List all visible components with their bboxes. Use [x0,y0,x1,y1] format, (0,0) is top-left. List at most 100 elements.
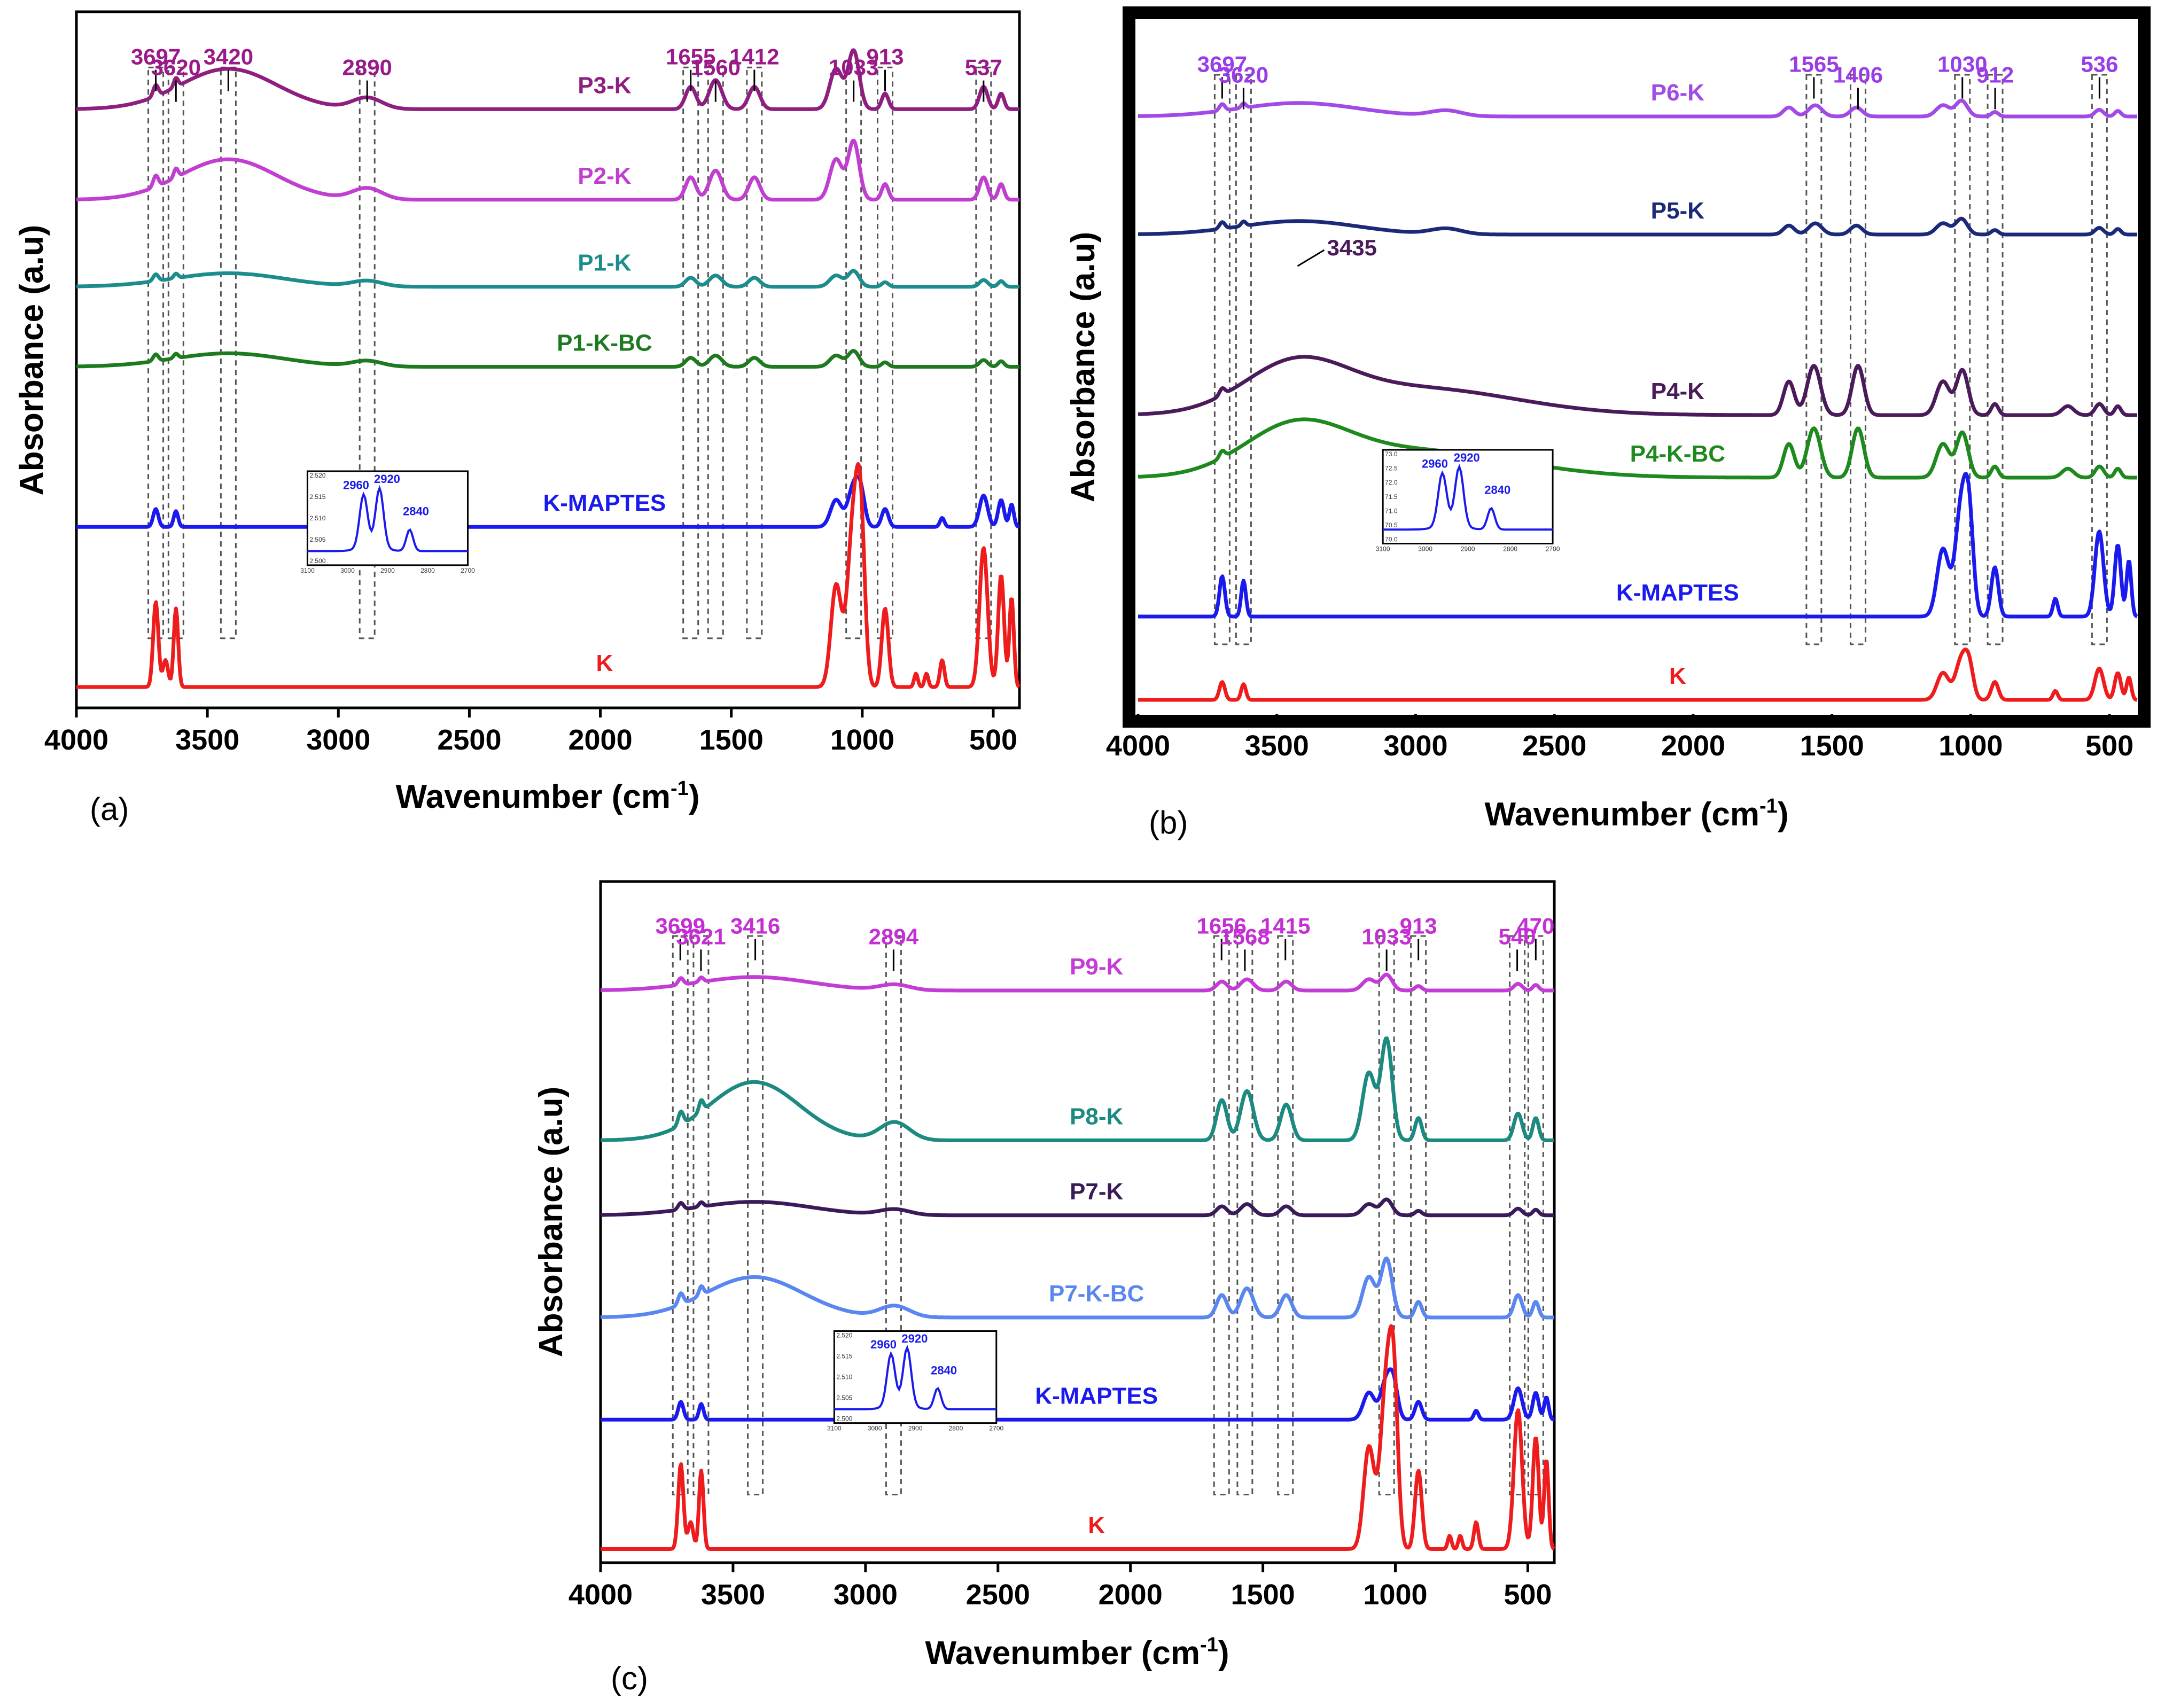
series-label: K [1088,1512,1105,1539]
panel-2-xtick-label: 2000 [1099,1579,1163,1611]
peak-label-3699: 3699 [656,913,705,938]
inset-spectrum-line [307,485,468,552]
peak-label-1033: 1033 [829,55,878,80]
peak-guide-1406 [1849,74,1866,645]
peak-guide-1030 [1954,74,1971,645]
peak-guide-2894 [885,935,902,1495]
inset-peak-label: 2920 [374,472,400,486]
inset-ytick-label: 2.500 [309,557,325,565]
peak-label-3420: 3420 [204,44,253,69]
panel-b-ylabel: Absorbance (a.u) [1065,232,1102,502]
peak-label-536: 536 [2081,52,2118,77]
panel-1-xtick-label: 2500 [1522,730,1586,762]
inset-xtick-label: 2800 [1503,545,1517,553]
series-p4-k-line [1137,355,2138,417]
series-label: K-MAPTES [1616,580,1739,606]
panel-0-xtick-label: 1000 [830,724,894,756]
peak-label-1656: 1656 [1197,913,1247,938]
inset-xtick-label: 2700 [461,567,475,574]
panel-2-xtick-label: 3500 [701,1579,765,1611]
series-p7-k-line [599,1197,1555,1218]
peak-guide-3699 [672,935,689,1495]
inset-ytick-label: 70.5 [1385,521,1398,529]
panel-c: 4000 3500 3000 2500 2000 1500 1000 500 P9-K P8-K P… [533,880,1556,1696]
panel-1-xtick-label: 3000 [1383,730,1447,762]
peak-guide-1655 [682,66,699,639]
peak-guide-1565 [1805,74,1823,645]
panel-a: 4000 3500 3000 2500 2000 1500 1000 500 P3-K P2-K P… [13,10,1021,827]
peak-label-3620: 3620 [1219,63,1268,88]
series-p1-k-line [75,269,1021,289]
panel-0-xtick-label: 500 [969,724,1017,756]
series-label: K [596,650,613,676]
inset-box [833,1330,998,1424]
peak-label-3416: 3416 [730,913,780,938]
peak-guide-3697 [1213,74,1231,645]
panel-2-xtick-label: 3000 [834,1579,898,1611]
inset-ytick-label: 72.5 [1385,465,1398,472]
peak-label-3435: 3435 [1327,235,1376,260]
series-p7-k-bc-line [599,1257,1555,1320]
panel-0-xtick-label: 3000 [306,724,370,756]
peak-guide-3416 [747,935,764,1495]
inset-xtick-label: 2700 [1546,545,1560,553]
peak-guide-1033 [845,66,862,639]
peak-guide-1412 [746,66,763,639]
panel-2-xtick-label: 1500 [1231,1579,1295,1611]
inset-ytick-label: 71.5 [1385,493,1398,501]
peak-label-1033: 1033 [1361,924,1411,949]
inset-xtick-label: 2800 [421,567,435,574]
inset-ytick-label: 71.0 [1385,507,1398,514]
panel-0-xtick-label: 4000 [44,724,108,756]
panel-1-xtick-label: 3500 [1245,730,1309,762]
peak-label-1568: 1568 [1220,924,1270,949]
series-label: P8-K [1070,1104,1123,1130]
panel-1-xtick-label: 4000 [1106,730,1170,762]
series-p9-k-line [599,972,1555,993]
series-k-line [599,1324,1555,1551]
peak-label-540: 540 [1499,924,1536,949]
series-label: P6-K [1651,80,1704,106]
peak-label-3620: 3620 [151,55,201,80]
peak-guide-3697 [147,66,165,639]
inset-xtick-label: 2900 [908,1425,923,1432]
series-label: P4-K [1651,378,1704,404]
panel-2-xtick-label: 4000 [569,1579,633,1611]
panel-1-xtick-label: 2000 [1661,730,1725,762]
panel-c-label: (c) [611,1660,648,1696]
panel-a-xlabel: Wavenumber (cm-1) [396,777,700,815]
inset-xtick-label: 3000 [1418,545,1432,553]
peak-label-1406: 1406 [1833,63,1883,88]
inset-ytick-label: 2.505 [309,536,325,543]
panel-0-xtick-label: 1500 [699,724,764,756]
peak-label-3697: 3697 [1197,52,1247,77]
inset-ytick-label: 2.500 [836,1415,852,1423]
series-label: P2-K [578,163,631,189]
inset-xtick-label: 2700 [989,1425,1003,1432]
inset-ytick-label: 2.505 [836,1394,852,1402]
inset-xtick-label: 3000 [340,567,355,574]
peak-guide-1415 [1277,935,1294,1495]
inset-xtick-label: 2900 [380,567,395,574]
panel-b-label: (b) [1149,805,1188,840]
peak-guide-536 [2091,74,2108,645]
panel-1-xtick-label: 500 [2085,730,2133,762]
panel-1-xtick-label: 1000 [1938,730,2003,762]
panel-1-xtick-label: 1500 [1800,730,1864,762]
peak-label-537: 537 [965,55,1002,80]
peak-label-1415: 1415 [1260,913,1310,938]
panel-c-frame [599,880,1556,1564]
inset-xtick-label: 2900 [1461,545,1475,553]
series-p4-k-bc-line [1137,417,2138,480]
inset-ytick-label: 2.510 [836,1374,852,1381]
peak-guide-1033 [1378,935,1395,1495]
inset-spectrum-line [834,1345,996,1410]
peak-guide-3621 [692,935,710,1495]
peak-guide-2890 [359,66,376,639]
peak-guide-912 [1987,74,2004,645]
peak-label-3697: 3697 [131,44,181,69]
peak-label-3621: 3621 [676,924,726,949]
series-label: P1-K [578,250,631,276]
peak-label-470: 470 [1517,913,1554,938]
